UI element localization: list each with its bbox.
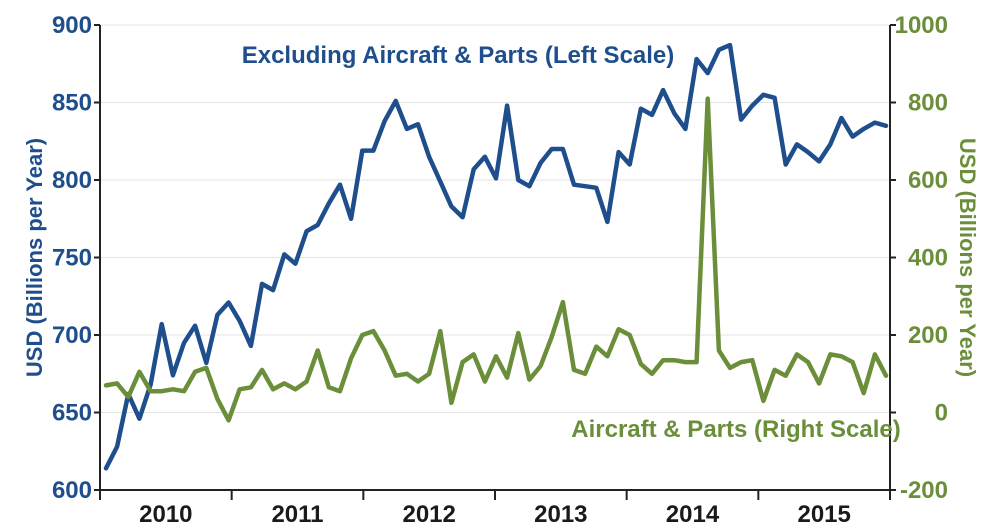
series-line-0 xyxy=(103,42,889,471)
right-tick-label-2: 200 xyxy=(908,322,948,349)
series-annotation-excluding-aircraft: Excluding Aircraft & Parts (Left Scale) xyxy=(242,42,675,69)
series-line-1 xyxy=(103,96,889,423)
right-tick-label-6: 1000 xyxy=(895,12,948,39)
right-tick-label-5: 800 xyxy=(908,90,948,117)
right-tick-label-1: 0 xyxy=(935,400,948,427)
right-tick-label-3: 400 xyxy=(908,245,948,272)
left-tick-label-5: 850 xyxy=(52,90,92,117)
x-tick-label-5: 2015 xyxy=(797,501,850,528)
left-tick-label-2: 700 xyxy=(52,322,92,349)
x-tick-label-3: 2013 xyxy=(534,501,587,528)
series-annotation-aircraft: Aircraft & Parts (Right Scale) xyxy=(571,416,900,443)
x-tick-label-4: 2014 xyxy=(666,501,720,528)
right-tick-labels: -200 0 200 400 600 800 1000 xyxy=(890,12,948,504)
right-axis-label: USD (Billions per Year) xyxy=(955,138,980,377)
right-tick-label-4: 600 xyxy=(908,167,948,194)
x-tick-label-2: 2012 xyxy=(402,501,455,528)
left-tick-label-4: 800 xyxy=(52,167,92,194)
x-tick-label-0: 2010 xyxy=(139,501,192,528)
series-lines xyxy=(103,42,889,471)
left-tick-label-6: 900 xyxy=(52,12,92,39)
left-tick-label-1: 650 xyxy=(52,400,92,427)
x-tick-labels: 2010 2011 2012 2013 2014 2015 xyxy=(99,490,891,528)
x-tick-label-1: 2011 xyxy=(271,501,323,528)
left-axis-label: USD (Billions per Year) xyxy=(22,138,47,377)
left-tick-label-0: 600 xyxy=(52,477,92,504)
left-tick-labels: 600 650 700 750 800 850 900 xyxy=(52,12,100,504)
right-tick-label-0: -200 xyxy=(900,477,948,504)
left-tick-label-3: 750 xyxy=(52,245,92,272)
